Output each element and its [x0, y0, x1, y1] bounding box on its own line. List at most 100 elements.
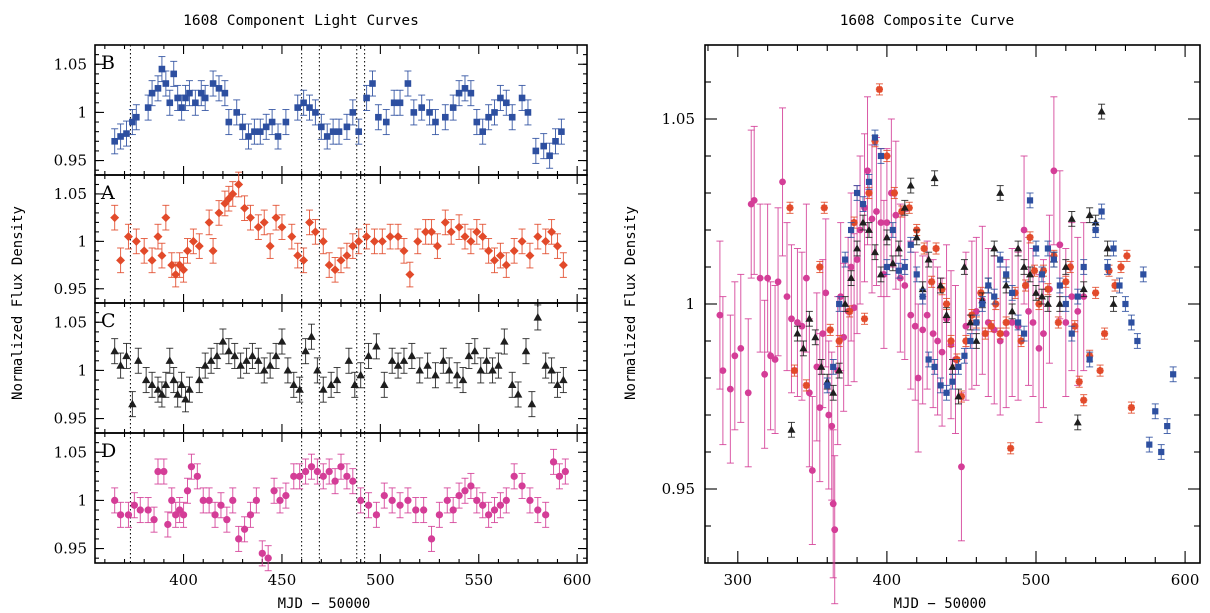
panel-b-point: [491, 109, 498, 116]
panel-c-point: [141, 375, 151, 384]
left-chart-title: 1608 Component Light Curves: [183, 13, 419, 29]
panel-c-point: [332, 375, 342, 384]
composite-point: [750, 196, 758, 204]
panel-d-point: [313, 467, 322, 476]
panel-c-point: [295, 385, 304, 393]
panel-c-point: [533, 312, 543, 321]
panel-a-point: [157, 251, 167, 261]
composite-point: [1080, 396, 1088, 404]
panel-b-point: [262, 123, 270, 131]
panel-c-ytick-label: 0.95: [54, 410, 87, 428]
composite-point: [1055, 299, 1064, 307]
composite-point: [1009, 289, 1016, 296]
composite-point: [787, 425, 796, 433]
composite-point: [894, 244, 903, 252]
composite-point: [1008, 307, 1017, 315]
composite-point: [943, 389, 950, 396]
panel-a-point: [228, 189, 238, 199]
panel-d-point: [380, 491, 388, 500]
panel-a-point: [501, 260, 511, 270]
composite-point: [1002, 281, 1011, 289]
composite-point: [864, 167, 871, 175]
panel-a-point: [472, 227, 482, 237]
right-chart-title: 1608 Composite Curve: [840, 13, 1015, 29]
panel-c-point: [500, 337, 509, 345]
panel-a-point: [208, 246, 218, 256]
panel-d-point: [473, 496, 481, 505]
panel-d-point: [252, 496, 261, 505]
panel-b-point: [479, 128, 486, 135]
composite-point: [911, 322, 919, 330]
composite-point: [805, 314, 814, 322]
composite-point: [913, 271, 920, 278]
panel-a-point: [413, 236, 423, 246]
composite-point: [1026, 197, 1034, 204]
panel-b-point: [245, 133, 252, 140]
panel-c-point: [513, 390, 523, 398]
panel-c-point: [494, 361, 503, 369]
panel-d-point: [319, 472, 327, 480]
composite-point: [1101, 330, 1109, 338]
composite-point: [928, 278, 936, 286]
composite-xtick-label: 300: [723, 571, 752, 589]
panel-d-point: [455, 491, 463, 500]
composite-point: [805, 389, 813, 397]
composite-point: [1117, 263, 1125, 271]
composite-point: [830, 363, 837, 370]
composite-series-0: [716, 96, 1088, 605]
panel-d-point: [542, 511, 550, 519]
panel-a-point: [204, 217, 214, 227]
composite-point: [923, 311, 931, 319]
left-xtick-label: 550: [464, 571, 493, 589]
panel-c-point: [431, 370, 440, 379]
panel-c-point: [553, 380, 562, 388]
panel-a-point: [547, 227, 557, 237]
panel-c-point: [289, 380, 299, 388]
panel-a-point: [517, 236, 527, 246]
composite-panel: 300 400 500 600 0.95 1 1.05: [662, 44, 1201, 605]
panel-d-ytick-label: 0.95: [54, 540, 87, 558]
panel-d-point: [496, 501, 505, 509]
panel-c-point: [212, 351, 222, 360]
composite-point: [859, 201, 867, 208]
panel-b-point: [404, 80, 412, 87]
panel-d-point: [349, 477, 357, 485]
composite-point: [822, 289, 830, 297]
panel-c-label: C: [101, 310, 116, 332]
panel-d-point: [199, 496, 207, 505]
panel-d-point: [518, 482, 526, 490]
panel-c-point: [307, 332, 316, 340]
composite-point: [883, 263, 890, 271]
panel-c-point: [313, 365, 322, 374]
panel-b-point: [144, 104, 152, 111]
panel-c-point: [169, 375, 178, 384]
panel-a-point: [171, 270, 181, 280]
composite-point: [954, 392, 963, 400]
panel-b-point: [503, 99, 510, 107]
panel-c-point: [177, 380, 186, 388]
panel-a-point: [342, 251, 352, 261]
composite-point: [898, 207, 906, 216]
panel-c-point: [476, 365, 485, 374]
panel-a-point: [299, 255, 309, 265]
panel-d-point: [175, 506, 184, 514]
panel-b-point: [558, 128, 565, 135]
panel-b-label: B: [101, 52, 115, 74]
composite-point: [836, 300, 843, 308]
panel-b-point: [209, 80, 217, 87]
panel-d-point: [276, 496, 284, 505]
composite-point: [1079, 285, 1088, 293]
panel-d-point: [144, 506, 152, 514]
panel-a-point: [153, 232, 163, 242]
panel-d-point: [270, 487, 278, 495]
composite-point: [1025, 307, 1032, 315]
plot-layer: 0.95 1 1.05 B 0.95 1 1.05 A 0.95 1 1.05 C 0.95 1 1.05 D…: [54, 44, 1201, 605]
panel-a-point: [305, 217, 314, 227]
panel-b-point: [268, 118, 276, 126]
panel-b-point: [312, 109, 319, 116]
composite-point: [892, 211, 900, 219]
panel-c-point: [206, 356, 216, 364]
composite-point: [961, 352, 968, 359]
composite-point: [1032, 245, 1040, 252]
panel-a-point: [377, 236, 387, 246]
